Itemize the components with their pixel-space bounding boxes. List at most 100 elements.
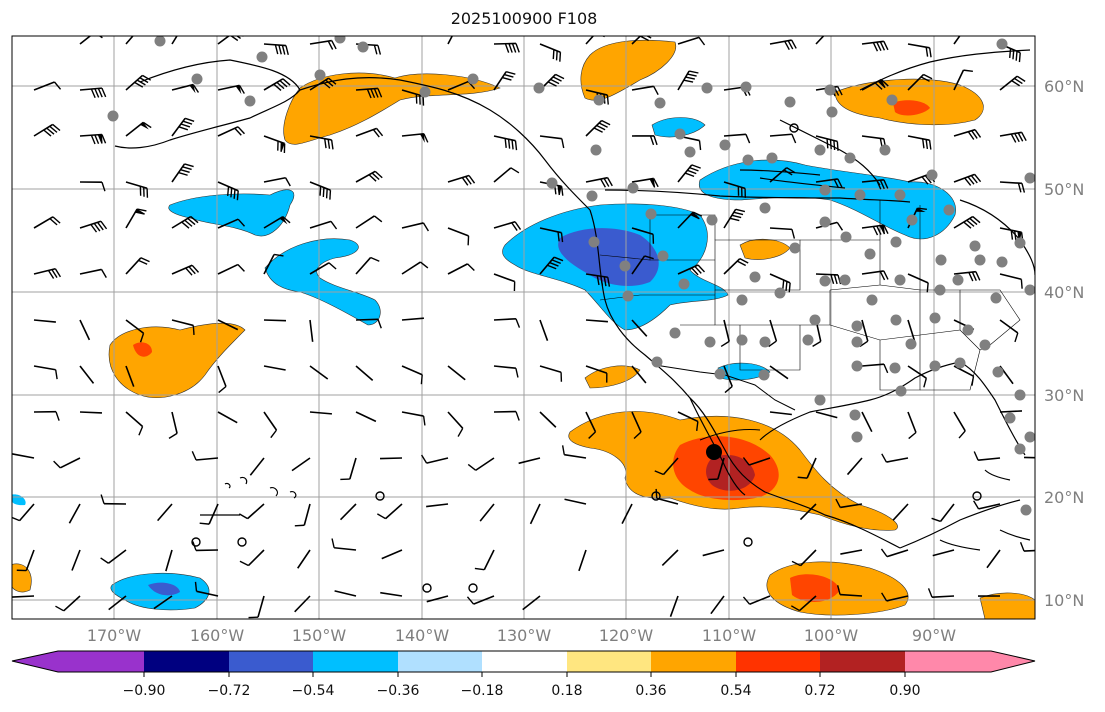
wind-barb (33, 410, 60, 421)
lon-label: 120°W (598, 626, 654, 645)
colorbar-segment (144, 651, 229, 672)
wind-barb (447, 227, 470, 246)
wind-barb (861, 411, 873, 433)
station-dot (894, 274, 906, 286)
wind-barb (953, 270, 981, 282)
wind-barb (171, 83, 200, 94)
station-dot (533, 82, 545, 94)
wind-barb (355, 87, 383, 99)
wind-barb (217, 181, 239, 201)
station-dot (719, 139, 731, 151)
wind-barb (297, 549, 311, 569)
wind-barb (217, 36, 244, 45)
wind-barb (79, 319, 91, 341)
wind-barb (33, 81, 62, 91)
wind-barb (263, 135, 286, 154)
wind-barb (797, 457, 817, 479)
wind-barb (769, 273, 791, 293)
station-dot (334, 36, 346, 44)
wind-barb (1046, 32, 1072, 44)
wind-barb (447, 263, 475, 275)
wind-barb (907, 411, 917, 440)
wind-barb (153, 595, 173, 610)
wind-barb (907, 365, 928, 388)
station-dot (244, 95, 256, 107)
wind-barb (769, 411, 792, 416)
station-dot (622, 290, 634, 302)
station-dot (851, 320, 863, 332)
wind-barb (1046, 217, 1072, 228)
station-dot (929, 360, 941, 372)
wind-barb (677, 164, 701, 183)
wind-barb (309, 262, 337, 275)
station-dot (789, 242, 801, 254)
wind-barb (585, 89, 609, 105)
wind-barb (199, 503, 219, 525)
station-dot (849, 409, 861, 421)
station-dot (943, 204, 955, 216)
colorbar-tick-label: 0.72 (804, 683, 836, 699)
wind-barb (125, 257, 150, 275)
station-dot (256, 51, 268, 63)
wind-barb (677, 70, 699, 91)
wind-barb (881, 592, 909, 602)
wind-barb (815, 411, 838, 419)
wind-barb (539, 43, 562, 62)
wind-barb (585, 273, 611, 287)
map-title: 2025100900 F108 (450, 9, 598, 28)
station-dot (962, 324, 974, 336)
wind-barb (108, 595, 127, 611)
calm-circle (375, 491, 385, 501)
wind-barb (401, 89, 425, 106)
station-dot (701, 82, 713, 94)
station-dot (954, 357, 966, 369)
wind-barb (33, 319, 56, 323)
wind-barb (561, 445, 587, 459)
wind-barb (125, 411, 144, 436)
wind-barb (564, 498, 587, 505)
station-dot (809, 314, 821, 326)
wind-barb (171, 319, 195, 335)
wind-barb (100, 494, 127, 505)
wind-barb (585, 319, 608, 323)
wind-barb (529, 503, 541, 525)
colorbar-segment (736, 651, 820, 672)
wind-barb (474, 549, 495, 571)
wind-barb (33, 123, 61, 137)
wind-barb (518, 457, 541, 465)
wind-barb (953, 36, 961, 45)
station-dot (1014, 443, 1026, 455)
wind-barb (859, 319, 869, 348)
field-trop-strong (148, 582, 180, 596)
wind-barb (334, 590, 357, 597)
wind-barb (932, 549, 955, 557)
station-dot (895, 385, 907, 397)
station-dot (669, 327, 681, 339)
wind-barb (294, 595, 311, 613)
field-pac-negative-2 (264, 238, 381, 326)
station-dot (802, 334, 814, 346)
wind-barb (339, 503, 357, 521)
wind-barb (238, 503, 265, 520)
wind-barb (309, 77, 337, 91)
calm-circle (972, 491, 982, 501)
wind-barb (493, 273, 516, 292)
wind-barb (522, 595, 541, 611)
calm-circle (651, 491, 661, 501)
wind-barb (907, 135, 932, 150)
wind-barb (125, 74, 152, 91)
wind-barb (861, 270, 889, 281)
wind-barb (493, 42, 520, 53)
station-dot (894, 189, 906, 201)
station-dot (851, 336, 863, 348)
wind-barb (381, 549, 403, 560)
wind-barb (1037, 504, 1046, 524)
colorbar-tick-label: −0.18 (460, 683, 504, 699)
wind-barb (248, 595, 265, 619)
wind-barb (815, 178, 843, 189)
wind-barb (742, 595, 771, 605)
colorbar-segment (398, 651, 482, 672)
wind-barb (493, 410, 520, 421)
wind-barb (631, 227, 655, 244)
wind-barb (125, 365, 135, 387)
